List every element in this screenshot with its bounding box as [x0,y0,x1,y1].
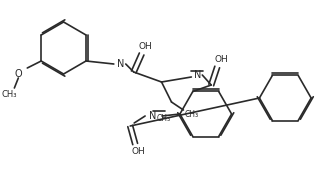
Text: CH₃: CH₃ [156,113,171,122]
Text: OH: OH [131,148,145,156]
Text: N: N [149,111,157,121]
Text: CH₃: CH₃ [2,90,17,99]
Text: CH₃: CH₃ [184,110,198,119]
Text: OH: OH [139,42,153,51]
Text: OH: OH [214,54,228,64]
Text: N: N [117,59,125,69]
Text: O: O [14,69,22,79]
Text: N: N [194,70,201,80]
